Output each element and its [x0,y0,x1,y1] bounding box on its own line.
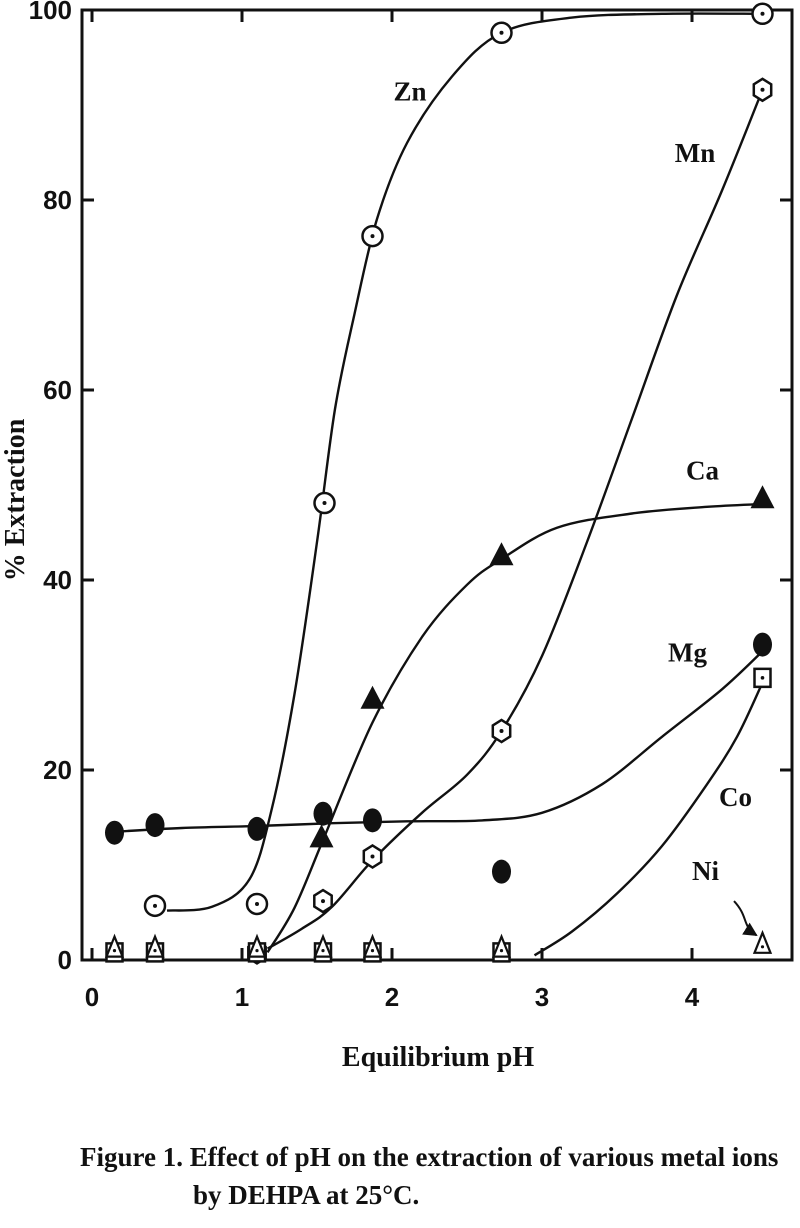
curve-zn [166,12,763,912]
chart: 0 20 40 60 80 100 0 1 2 3 4 Zn Mn Ca Mg Co Ni Equilibri… [0,0,794,1073]
point-mn-1 [313,888,333,914]
point-mg-4 [363,808,382,833]
y-tick-label-100: 100 [29,0,72,25]
series-curves [114,12,764,957]
curve-ca [266,502,763,954]
curve-co [533,682,764,957]
x-tick-label-0: 0 [85,982,99,1012]
point-mg-0 [105,820,124,845]
point-mn-3 [491,718,512,744]
plot-frame [80,8,794,962]
label-mn: Mn [675,138,716,168]
arrow-ni [733,900,758,937]
point-mg-2 [247,816,267,841]
x-axis-title: Equilibrium pH [342,1042,534,1073]
label-mg: Mg [668,638,707,668]
point-mn-2 [362,844,383,869]
point-mg-3 [313,801,333,826]
y-tick-label-80: 80 [43,185,72,215]
series-markers [104,2,775,965]
series-labels: Zn Mn Ca Mg Co Ni [393,76,752,886]
point-ni-0 [104,933,125,958]
label-zn: Zn [393,76,426,106]
point-zn-4 [490,21,513,45]
ticks: 0 20 40 60 80 100 0 1 2 3 4 [29,0,792,1012]
x-tick-label-1: 1 [235,982,249,1012]
x-tick-label-2: 2 [385,982,399,1012]
point-zn-0 [143,894,167,918]
point-zn-3 [361,224,384,248]
label-ca: Ca [686,455,719,485]
point-zn-1 [245,892,269,916]
point-mg-5 [492,859,511,884]
point-ni-3 [313,933,333,958]
point-mg-1 [145,813,165,838]
point-mg-6 [753,632,772,657]
point-zn-5 [751,2,774,26]
point-ca-3 [750,485,775,509]
y-tick-label-60: 60 [43,375,72,405]
point-ni-1 [145,933,165,958]
x-tick-label-3: 3 [535,982,549,1012]
curve-mg [114,650,764,833]
point-ca-1 [360,685,385,709]
y-axis-title: % Extraction [0,418,31,581]
point-zn-2 [313,491,336,515]
point-ni-5 [491,933,512,958]
point-ca-0 [309,824,334,848]
y-tick-label-40: 40 [43,565,72,595]
y-tick-label-20: 20 [43,755,72,785]
curve-mn [266,89,764,950]
x-tick-label-4: 4 [685,982,700,1012]
caption-line-1: Figure 1. Effect of pH on the extraction… [80,1142,779,1172]
point-ni-6 [752,929,773,954]
label-ni: Ni [692,856,719,886]
caption-line-2: by DEHPA at 25°C. [193,1180,420,1210]
point-ni-2 [247,933,267,958]
point-co-6 [753,667,772,689]
point-ca-2 [489,542,514,566]
point-mn-4 [752,77,773,103]
y-tick-label-0: 0 [58,945,72,975]
label-co: Co [719,782,752,812]
point-ni-4 [362,933,383,958]
axes [80,8,794,962]
figure-caption: Figure 1. Effect of pH on the extraction… [80,1138,780,1214]
